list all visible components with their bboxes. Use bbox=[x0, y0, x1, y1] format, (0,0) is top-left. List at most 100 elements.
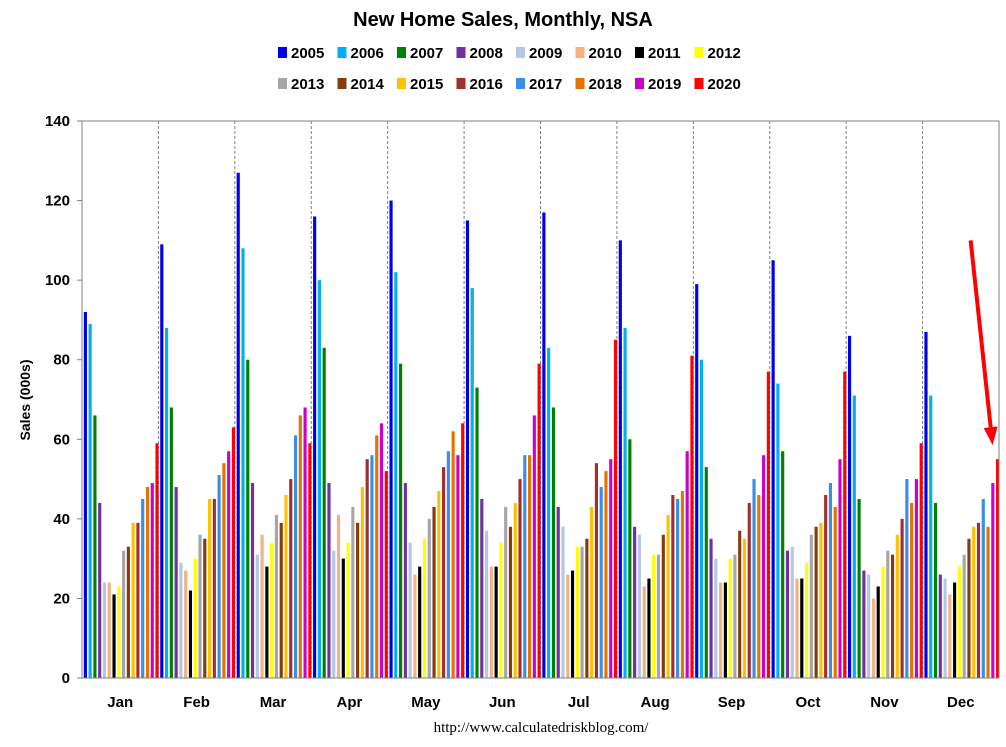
bar-2007-Feb bbox=[169, 407, 173, 678]
x-tick-label-aug: Aug bbox=[641, 694, 670, 711]
bar-2016-Aug bbox=[671, 494, 675, 678]
bar-2006-Feb bbox=[165, 327, 169, 678]
bar-2020-Dec bbox=[996, 459, 1000, 678]
series-2013 bbox=[122, 506, 966, 678]
bar-2008-Apr bbox=[327, 483, 331, 678]
y-tick-label: 40 bbox=[53, 511, 70, 528]
x-tick-label-nov: Nov bbox=[870, 694, 899, 711]
bar-2007-May bbox=[399, 363, 403, 678]
legend-swatch-2013 bbox=[278, 78, 287, 89]
bar-2018-Mar bbox=[298, 415, 302, 678]
bar-2015-May bbox=[437, 491, 441, 678]
bar-2020-Jun bbox=[537, 363, 541, 678]
legend-label-2019: 2019 bbox=[648, 76, 681, 93]
bar-2009-Aug bbox=[637, 534, 641, 678]
bar-2015-Mar bbox=[284, 494, 288, 678]
bar-2009-Jul bbox=[561, 526, 565, 678]
bar-2009-Jan bbox=[102, 582, 107, 678]
bar-2007-Aug bbox=[628, 439, 632, 678]
legend-label-2006: 2006 bbox=[351, 45, 384, 62]
bar-2020-Jan bbox=[155, 443, 159, 678]
dec-2020-arrow bbox=[968, 240, 998, 446]
bar-2010-May bbox=[413, 574, 417, 678]
bar-2016-Nov bbox=[900, 518, 904, 678]
legend-label-2017: 2017 bbox=[529, 76, 562, 93]
bar-2015-Sep bbox=[742, 538, 747, 678]
bar-2006-Oct bbox=[776, 383, 780, 678]
bar-2007-Mar bbox=[246, 359, 250, 678]
series-2014 bbox=[126, 506, 971, 678]
legend-swatch-2019 bbox=[635, 78, 644, 89]
bar-2013-Apr bbox=[351, 506, 355, 678]
bar-2007-Nov bbox=[857, 498, 861, 678]
bar-2006-Apr bbox=[317, 280, 321, 678]
bar-2016-Jan bbox=[136, 522, 140, 678]
x-tick-label-oct: Oct bbox=[795, 694, 820, 711]
bar-2012-Jun bbox=[499, 542, 503, 678]
bar-2019-Nov bbox=[914, 479, 918, 678]
bar-2013-Sep bbox=[733, 554, 737, 678]
bar-2013-Aug bbox=[656, 554, 661, 678]
bar-2008-May bbox=[403, 483, 407, 678]
bar-2009-Mar bbox=[255, 554, 259, 678]
bar-2008-Dec bbox=[938, 574, 942, 678]
bar-2013-Feb bbox=[198, 534, 202, 678]
y-tick-label: 100 bbox=[45, 272, 70, 289]
bar-2020-Jul bbox=[613, 339, 618, 678]
bar-2012-Oct bbox=[804, 562, 809, 678]
y-tick-label: 60 bbox=[53, 431, 70, 448]
bar-2012-Nov bbox=[881, 566, 885, 678]
bar-2011-Jul bbox=[570, 570, 575, 678]
bar-2014-May bbox=[432, 506, 436, 678]
bar-2012-Aug bbox=[652, 554, 656, 678]
bar-2016-Dec bbox=[976, 522, 981, 678]
bar-2015-Aug bbox=[666, 514, 670, 678]
x-axis-ticks: Jan Feb Mar Apr May Jun Jul Aug Sep Oct Nov Dec bbox=[107, 694, 974, 711]
bar-2017-Oct bbox=[828, 483, 833, 678]
bar-2005-Apr bbox=[313, 216, 317, 679]
bar-2020-Oct bbox=[843, 371, 847, 678]
y-tick-label: 140 bbox=[45, 113, 70, 130]
bar-2010-Apr bbox=[336, 514, 341, 678]
bar-2009-Dec bbox=[943, 578, 947, 678]
bar-2019-Apr bbox=[379, 423, 384, 678]
bar-2018-Jun bbox=[527, 455, 532, 678]
bar-2009-May bbox=[408, 542, 412, 678]
legend-label-2013: 2013 bbox=[291, 76, 324, 93]
bar-2005-Nov bbox=[847, 335, 852, 678]
bar-2019-Jan bbox=[150, 483, 154, 678]
bar-2018-Oct bbox=[833, 506, 837, 678]
bar-2014-Jul bbox=[585, 538, 589, 678]
bar-2006-Jan bbox=[88, 323, 92, 678]
bar-2017-Sep bbox=[752, 479, 756, 678]
bar-2012-Jul bbox=[575, 546, 579, 678]
legend-swatch-2015 bbox=[397, 78, 406, 89]
bar-2018-Nov bbox=[910, 502, 914, 678]
bar-2006-May bbox=[394, 272, 398, 678]
bar-2016-Oct bbox=[824, 494, 828, 678]
bar-2013-Dec bbox=[962, 554, 966, 678]
bar-2013-Jun bbox=[504, 506, 508, 678]
bar-2009-Jun bbox=[485, 530, 489, 678]
bar-2009-Apr bbox=[332, 550, 336, 678]
series-2012 bbox=[117, 538, 961, 678]
legend-label-2010: 2010 bbox=[589, 45, 622, 62]
bar-2012-Sep bbox=[728, 558, 732, 678]
bar-2016-May bbox=[442, 467, 446, 678]
bar-2005-Dec bbox=[924, 331, 928, 678]
bar-2010-Oct bbox=[795, 578, 799, 678]
bar-2005-Jun bbox=[465, 220, 470, 678]
bar-2014-Oct bbox=[814, 526, 818, 678]
bar-2017-Jan bbox=[141, 498, 145, 678]
bar-2013-Mar bbox=[274, 514, 278, 678]
bar-2012-Jan bbox=[117, 586, 121, 678]
bar-2020-Feb bbox=[231, 427, 236, 678]
bar-2011-Jun bbox=[494, 566, 498, 678]
bar-2017-Jun bbox=[523, 455, 527, 678]
bar-2009-Feb bbox=[179, 562, 183, 678]
bar-2018-Apr bbox=[375, 435, 379, 678]
series-2010 bbox=[107, 514, 952, 678]
x-tick-label-sep: Sep bbox=[718, 694, 746, 711]
bar-2018-Jul bbox=[604, 471, 608, 678]
bar-2016-Sep bbox=[747, 502, 751, 678]
